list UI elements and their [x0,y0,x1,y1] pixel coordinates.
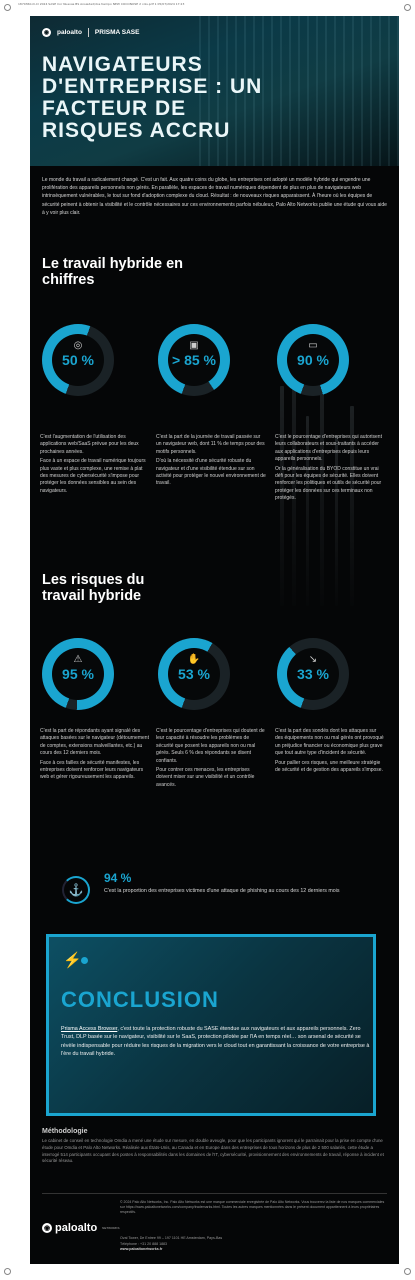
stat-ring: ▣ > 85 % [158,324,230,396]
stat-paragraph: D'où la nécessité d'une sécurité robuste… [156,458,266,487]
footer-logo: ◉ paloalto NETWORKS [42,1222,120,1234]
thumbs-down-icon: ✋ [187,654,201,665]
ring-inner [52,648,104,700]
ring-inner [287,648,339,700]
stat-paragraph: C'est le pourcentage d'entreprises qui a… [275,434,382,463]
background-bar [292,346,296,606]
stat-paragraph: Face à un espace de travail numérique to… [40,458,146,494]
paloalto-logo-icon: ◉ [42,1223,52,1233]
intro-text: Le monde du travail a radicalement chang… [42,177,387,216]
stat-paragraph: C'est le pourcentage d'entreprises qui d… [156,728,265,764]
conclusion-body: , c'est toute la protection robuste du S… [61,1026,370,1058]
alert-document-icon: ⚠ [73,654,83,665]
ring-inner [52,334,104,386]
stat-paragraph: Or la généralisation du BYOD constitue u… [275,465,382,502]
stat-paragraph: C'est la part de répondants ayant signal… [40,728,149,757]
brand-logo: ◉ paloalto PRISMA SASE [42,28,139,37]
chart-down-icon: ↘ [308,654,318,665]
stat-description: C'est le pourcentage d'entreprises qui d… [156,728,266,791]
legal-notice: © 2024 Palo Alto Networks, Inc. Palo Alt… [120,1200,385,1215]
stat-paragraph: C'est la part des sondés dont les attaqu… [275,728,384,757]
phishing-value: 94 % [104,871,132,885]
methodology: Méthodologie Le cabinet de conseil en te… [42,1128,387,1165]
conclusion-box: ⚡ CONCLUSION Prisma Access Browser, c'es… [46,934,376,1116]
address: Oval Tower, De Entree 99 – 197 1101 HE A… [120,1236,223,1240]
print-header: 1870360-D-Cl 2024 SASE Cor Nuevas BS Ans… [18,2,185,6]
ring-inner [168,648,220,700]
devices-icon: ▭ [308,340,318,351]
phone: Téléphone : +31 20 888 1883 [120,1241,168,1246]
website-link[interactable]: www.paloaltonetworks.fr [120,1247,163,1252]
logo-divider [87,28,89,37]
conclusion-title: CONCLUSION [61,987,219,1012]
prisma-access-browser-link[interactable]: Prisma Access Browser [61,1026,118,1032]
stat-value: 90 % [297,352,329,368]
phishing-stat: ⚓ 94 % C'est la proportion des entrepris… [62,871,362,911]
stat-value: 95 % [62,666,94,682]
stat-paragraph: Face à ces failles de sécurité manifeste… [40,759,144,781]
section-title-hybrid-work: Le travail hybride en chiffres [42,256,184,288]
footer-brand: paloalto [55,1222,98,1234]
phishing-text: C'est la proportion des entreprises vict… [104,888,340,894]
lightning-icon: ⚡ [63,952,82,969]
brand-name: paloalto [57,29,82,36]
ring-inner [287,334,339,386]
stat-value: 33 % [297,666,329,682]
stat-ring: ◎ 50 % [42,324,114,396]
background-bar [280,386,284,606]
footer-brand-suffix: NETWORKS [102,1226,120,1230]
stat-ring: ✋ 53 % [158,638,230,710]
background-bar [350,406,354,606]
stat-description: C'est la part de la journée de travail p… [156,434,266,490]
stat-description: C'est le pourcentage d'entreprises qui a… [275,434,385,505]
methodology-title: Méthodologie [42,1128,88,1135]
stat-ring: ↘ 33 % [277,638,349,710]
product-name: PRISMA SASE [94,29,140,36]
stat-paragraph: C'est l'augmentation de l'utilisation de… [40,434,139,455]
stat-description: C'est la part des sondés dont les attaqu… [275,728,385,776]
crop-mark [4,4,11,11]
stat-value: 50 % [62,352,94,368]
stat-paragraph: Pour pallier ces risques, une meilleure … [275,759,383,774]
page-title: NAVIGATEURS D'ENTREPRISE : UN FACTEUR DE… [42,53,263,142]
background-bar [306,416,309,606]
methodology-text: Le cabinet de conseil en technologie Omd… [42,1138,384,1164]
stat-description: C'est la part de répondants ayant signal… [40,728,150,784]
crop-mark [4,1268,11,1275]
hero-texture [199,16,399,166]
fishing-hook-icon: ⚓ [62,876,90,904]
stat-value: > 85 % [172,352,216,368]
accent-dot [81,957,88,964]
paloalto-logo-icon: ◉ [42,28,51,37]
hero-banner: ◉ paloalto PRISMA SASE NAVIGATEURS D'ENT… [30,16,399,166]
crop-mark [404,4,411,11]
stat-ring: ▭ 90 % [277,324,349,396]
stat-description: C'est l'augmentation de l'utilisation de… [40,434,150,497]
stat-value: 53 % [178,666,210,682]
background-bar [335,436,338,606]
infographic: ◉ paloalto PRISMA SASE NAVIGATEURS D'ENT… [30,16,399,1264]
section-title-hybrid-risks: Les risques du travail hybride [42,572,145,604]
browser-window-icon: ▣ [189,340,199,351]
crop-mark [404,1268,411,1275]
ring-inner [168,334,220,386]
stat-paragraph: C'est la part de la journée de travail p… [156,434,265,455]
background-bar [320,376,324,606]
footer-divider [42,1193,387,1194]
contact-info: Oval Tower, De Entree 99 – 197 1101 HE A… [120,1236,320,1253]
stat-paragraph: Pour contrer ces menaces, les entreprise… [156,767,255,788]
stat-ring: ⚠ 95 % [42,638,114,710]
conclusion-text: Prisma Access Browser, c'est toute la pr… [61,1025,373,1059]
target-icon: ◎ [73,340,83,351]
